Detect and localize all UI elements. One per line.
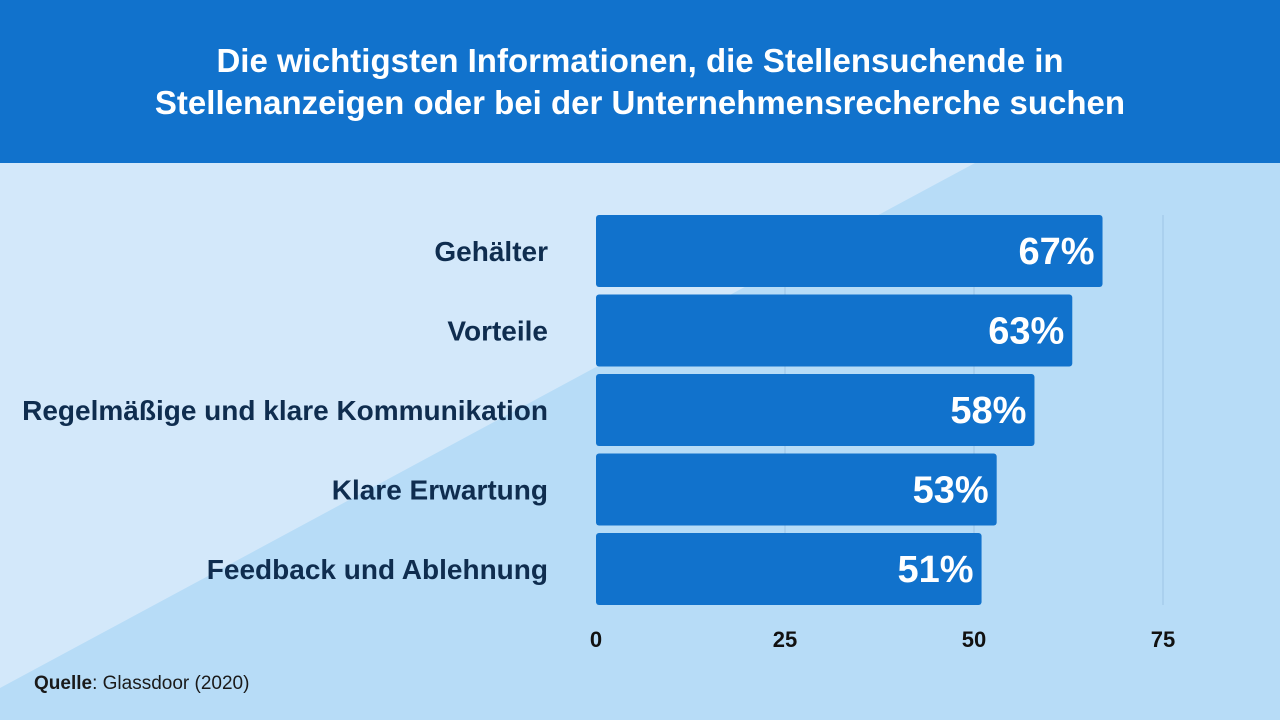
source-label: Quelle [34,673,93,694]
x-tick-label: 50 [962,627,986,652]
data-label: 63% [988,311,1064,353]
category-label: Klare Erwartung [332,475,548,506]
x-tick-label: 25 [773,627,797,652]
bar [596,533,982,605]
category-label: Regelmäßige und klare Kommunikation [22,395,548,426]
data-label: 53% [913,470,989,512]
background-diagonal [0,163,975,688]
category-label: Gehälter [434,236,548,267]
bar [596,453,997,526]
data-label: 51% [897,549,973,591]
header: Die wichtigsten Informationen, die Stell… [0,0,1280,163]
data-label: 58% [950,390,1026,432]
chart-title: Die wichtigsten Informationen, die Stell… [154,41,1126,121]
source-text: : Glassdoor (2020) [92,673,250,694]
bar [596,215,1103,287]
data-label: 67% [1018,231,1094,273]
bar [596,374,1035,446]
bar [596,294,1073,367]
x-tick-label: 75 [1151,627,1175,652]
source-note: Quelle: Glassdoor (2020) [34,673,249,695]
category-label: Feedback und Ablehnung [207,554,548,585]
category-label: Vorteile [447,316,548,347]
x-tick-label: 0 [590,627,602,652]
